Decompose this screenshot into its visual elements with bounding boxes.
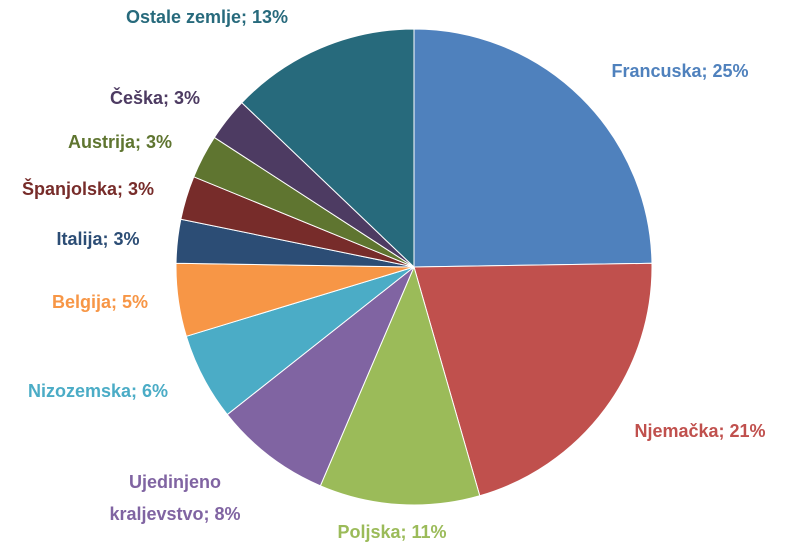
data-label: Češka; 3% bbox=[110, 87, 200, 108]
data-label: Italija; 3% bbox=[56, 229, 139, 249]
pie-slice bbox=[319, 265, 481, 506]
data-label: Ostale zemlje; 13% bbox=[126, 7, 288, 27]
pie-slice bbox=[241, 28, 415, 269]
pie-slice bbox=[413, 28, 653, 268]
data-label: Francuska; 25% bbox=[611, 61, 748, 81]
data-label: Nizozemska; 6% bbox=[28, 381, 168, 401]
data-label: Belgija; 5% bbox=[52, 292, 148, 312]
data-label: Austrija; 3% bbox=[68, 132, 172, 152]
pie-slice bbox=[226, 266, 415, 487]
pie-slice bbox=[413, 262, 653, 497]
data-label: Ujedinjeno kraljevstvo; 8% bbox=[109, 472, 240, 524]
data-label: Španjolska; 3% bbox=[22, 178, 154, 199]
data-label: Poljska; 11% bbox=[337, 522, 446, 542]
data-label: Njemačka; 21% bbox=[634, 421, 765, 441]
